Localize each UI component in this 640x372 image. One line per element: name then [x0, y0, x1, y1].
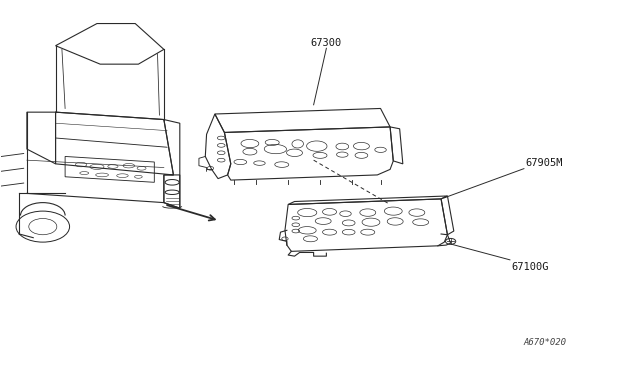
Text: 67100G: 67100G: [511, 262, 548, 272]
Text: A670*020: A670*020: [524, 338, 567, 347]
Text: 67905M: 67905M: [525, 158, 563, 168]
Text: 67300: 67300: [311, 38, 342, 48]
